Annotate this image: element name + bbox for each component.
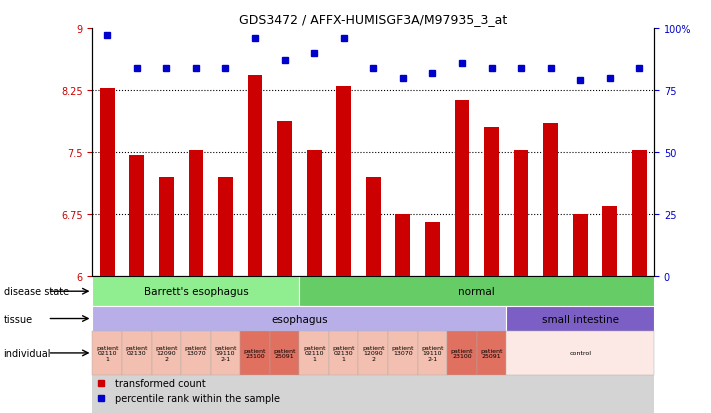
Bar: [188, 151, 203, 277]
Bar: [218, 178, 233, 277]
Text: patient
02130
1: patient 02130 1: [333, 345, 355, 361]
Text: patient
02130: patient 02130: [126, 345, 148, 361]
Bar: [417, 331, 447, 375]
Bar: [454, 101, 469, 277]
Bar: [573, 215, 587, 277]
Bar: [425, 223, 440, 277]
Bar: [122, 331, 151, 375]
Bar: [181, 331, 210, 375]
Bar: [513, 151, 528, 277]
Text: disease state: disease state: [4, 287, 69, 297]
Bar: [358, 331, 388, 375]
Bar: [477, 331, 506, 375]
Bar: [151, 331, 181, 375]
Bar: [159, 178, 173, 277]
Text: individual: individual: [4, 348, 51, 358]
Text: patient
12090
2: patient 12090 2: [362, 345, 385, 361]
Bar: [210, 331, 240, 375]
Bar: [388, 331, 417, 375]
Text: esophagus: esophagus: [271, 314, 328, 324]
Bar: [240, 331, 269, 375]
Bar: [100, 88, 114, 277]
Text: patient
13070: patient 13070: [185, 345, 207, 361]
Bar: [92, 277, 654, 413]
Text: patient
19110
2-1: patient 19110 2-1: [214, 345, 237, 361]
Bar: [299, 331, 329, 375]
Text: Barrett's esophagus: Barrett's esophagus: [144, 287, 248, 297]
Bar: [92, 306, 506, 331]
Bar: [336, 87, 351, 277]
Text: patient
02110
1: patient 02110 1: [303, 345, 326, 361]
Text: patient
25091: patient 25091: [480, 348, 503, 358]
Text: normal: normal: [459, 287, 495, 297]
Bar: [395, 215, 410, 277]
Text: patient
23100: patient 23100: [244, 348, 267, 358]
Bar: [92, 331, 122, 375]
Text: tissue: tissue: [4, 314, 33, 324]
Text: patient
25091: patient 25091: [273, 348, 296, 358]
Bar: [306, 151, 321, 277]
Bar: [247, 76, 262, 277]
Bar: [269, 331, 299, 375]
Bar: [92, 277, 299, 306]
Bar: [602, 206, 617, 277]
Text: control: control: [570, 351, 592, 356]
Bar: [277, 121, 292, 277]
Text: patient
02110
1: patient 02110 1: [96, 345, 119, 361]
Bar: [506, 306, 654, 331]
Text: patient
23100: patient 23100: [451, 348, 474, 358]
Bar: [447, 331, 477, 375]
Text: percentile rank within the sample: percentile rank within the sample: [115, 393, 280, 403]
Bar: [484, 128, 499, 277]
Text: small intestine: small intestine: [542, 314, 619, 324]
Text: patient
19110
2-1: patient 19110 2-1: [421, 345, 444, 361]
Title: GDS3472 / AFFX-HUMISGF3A/M97935_3_at: GDS3472 / AFFX-HUMISGF3A/M97935_3_at: [239, 13, 508, 26]
Bar: [632, 151, 647, 277]
Bar: [506, 331, 654, 375]
Text: patient
13070: patient 13070: [392, 345, 414, 361]
Bar: [329, 331, 358, 375]
Bar: [129, 155, 144, 277]
Bar: [543, 124, 558, 277]
Bar: [366, 178, 380, 277]
Text: transformed count: transformed count: [115, 378, 205, 388]
Bar: [299, 277, 654, 306]
Text: patient
12090
2: patient 12090 2: [155, 345, 178, 361]
